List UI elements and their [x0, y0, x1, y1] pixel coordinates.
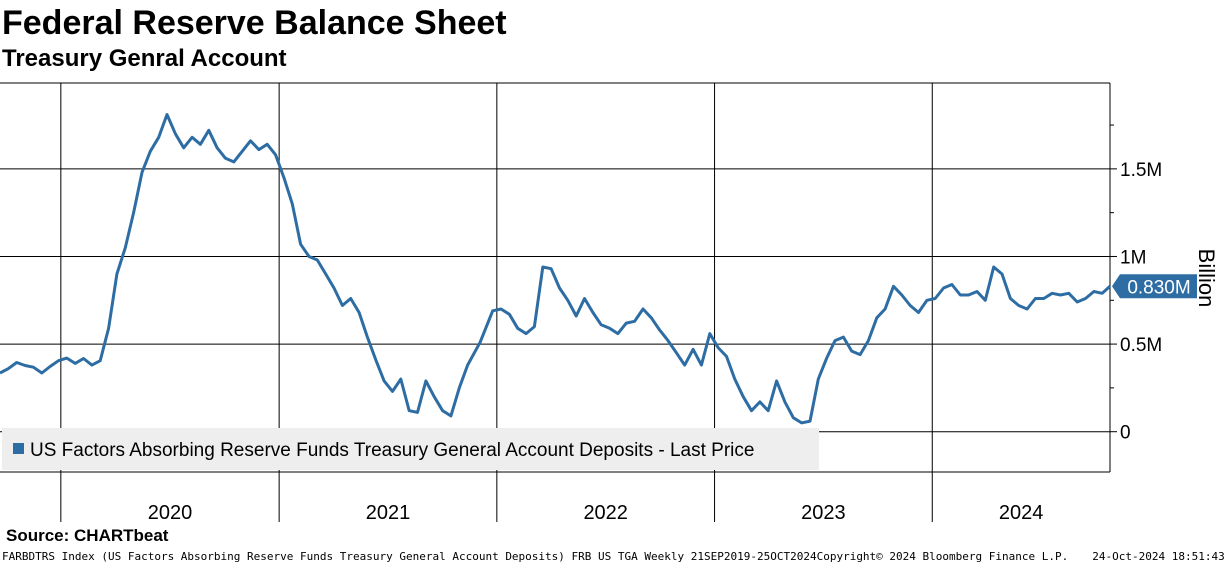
source-note: Source: CHARTbeat [6, 526, 169, 545]
last-value-label: 0.830M [1127, 277, 1190, 298]
x-tick-label: 2022 [583, 502, 628, 524]
y-tick-label: 0 [1120, 423, 1131, 444]
legend-label: US Factors Absorbing Reserve Funds Treas… [30, 440, 754, 461]
chart-subtitle: Treasury Genral Account [2, 45, 287, 72]
legend-swatch [13, 443, 24, 454]
y-tick-label: 0.5M [1120, 335, 1162, 356]
copyright-text: Copyright© 2024 Bloomberg Finance L.P. [816, 550, 1069, 563]
x-tick-label: 2023 [801, 502, 846, 524]
timestamp-text: 24-Oct-2024 18:51:43 [1092, 550, 1224, 563]
footer-bar: FARBDTRS Index (US Factors Absorbing Res… [2, 550, 1224, 563]
chart-title: Federal Reserve Balance Sheet [2, 4, 507, 42]
x-tick-label: 2020 [148, 502, 193, 524]
y-tick-label: 1M [1120, 247, 1146, 268]
y-tick-label: 1.5M [1120, 160, 1162, 181]
y-axis-title: Billion [1194, 249, 1219, 308]
series-line-tga [0, 113, 1112, 425]
x-tick-label: 2021 [366, 502, 411, 524]
legend-box [2, 428, 819, 470]
x-tick-label: 2024 [999, 502, 1044, 524]
series-description: FARBDTRS Index (US Factors Absorbing Res… [2, 550, 817, 563]
last-value-badge [1112, 274, 1197, 299]
